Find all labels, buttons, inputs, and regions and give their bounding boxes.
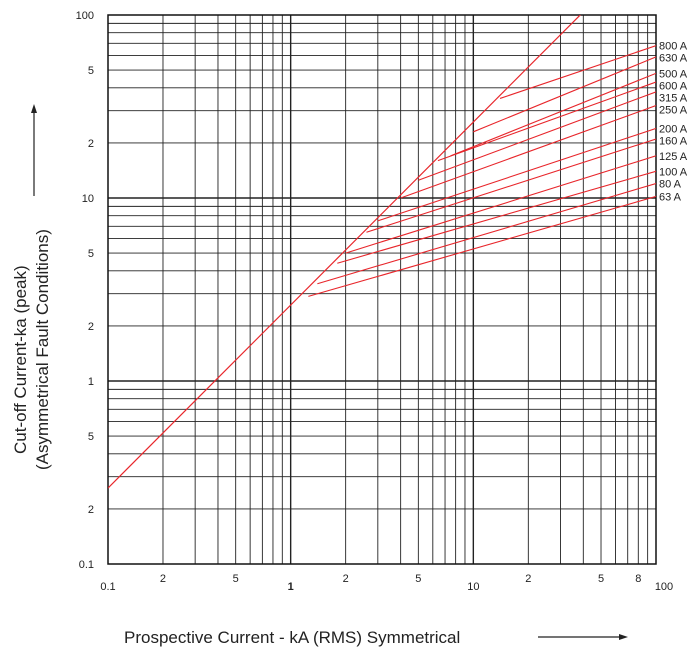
series-label: 800 A	[659, 41, 688, 53]
y-axis-arrow	[31, 104, 37, 196]
y-tick-label: 2	[88, 138, 94, 150]
y-tick-label: 0.1	[79, 559, 94, 571]
series-label: 500 A	[659, 68, 688, 80]
x-tick-label: 5	[598, 573, 604, 585]
series-label: 125 A	[659, 151, 688, 163]
plot-frame	[107, 14, 657, 565]
series-line-800a	[499, 45, 656, 99]
y-tick-label: 5	[88, 248, 94, 260]
x-tick-label: 5	[415, 573, 421, 585]
series-line-63a	[308, 195, 656, 297]
y-axis-title-line1: Cut-off Current-ka (peak)	[11, 265, 30, 454]
series-line-315a	[418, 91, 656, 181]
series-line-125a	[345, 155, 656, 254]
x-tick-label: 10	[467, 581, 479, 593]
series-label: 630 A	[659, 53, 688, 65]
series-label: 80 A	[659, 179, 682, 191]
x-tick-label: 100	[655, 581, 673, 593]
x-tick-label: 2	[525, 573, 531, 585]
x-axis-arrow	[538, 634, 628, 640]
x-tick-label: 0.1	[100, 581, 115, 593]
series-line-100a	[337, 170, 656, 264]
x-tick-label: 2	[343, 573, 349, 585]
series-label: 200 A	[659, 123, 688, 135]
series-label: 250 A	[659, 104, 688, 116]
grid	[107, 14, 657, 565]
y-tick-label: 2	[88, 504, 94, 516]
series-line-80a	[317, 182, 656, 285]
series-label: 600 A	[659, 80, 688, 92]
y-tick-label: 10	[82, 193, 94, 205]
x-axis-title: Prospective Current - kA (RMS) Symmetric…	[124, 628, 460, 647]
series-line-630a	[473, 56, 656, 133]
y-tick-label: 2	[88, 321, 94, 333]
series-line-160a	[366, 138, 656, 233]
y-axis-title-line2: (Asymmetrical Fault Conditions)	[33, 229, 52, 470]
x-tick-label: 8	[635, 573, 641, 585]
series-label: 63 A	[659, 191, 682, 203]
y-axis-tick-labels: 0.1 2 5 1 2 5 10 2 5 100	[76, 10, 94, 571]
x-tick-label: 1	[288, 581, 294, 593]
series-line-200a	[377, 127, 656, 222]
series-line-500a	[450, 72, 656, 157]
x-tick-label: 2	[160, 573, 166, 585]
y-tick-label: 5	[88, 65, 94, 77]
series-line-250a	[400, 105, 656, 199]
series-label: 100 A	[659, 166, 688, 178]
series-line-600a	[437, 81, 656, 162]
series-label: 160 A	[659, 135, 688, 147]
x-axis-tick-labels: 0.1 2 5 1 2 5 10 2 5 8 100	[100, 573, 673, 593]
y-tick-label: 5	[88, 431, 94, 443]
x-tick-label: 5	[233, 573, 239, 585]
envelope-line	[108, 15, 582, 489]
y-tick-label: 100	[76, 10, 94, 22]
series-label: 315 A	[659, 92, 688, 104]
curves	[108, 15, 656, 489]
y-tick-label: 1	[88, 376, 94, 388]
